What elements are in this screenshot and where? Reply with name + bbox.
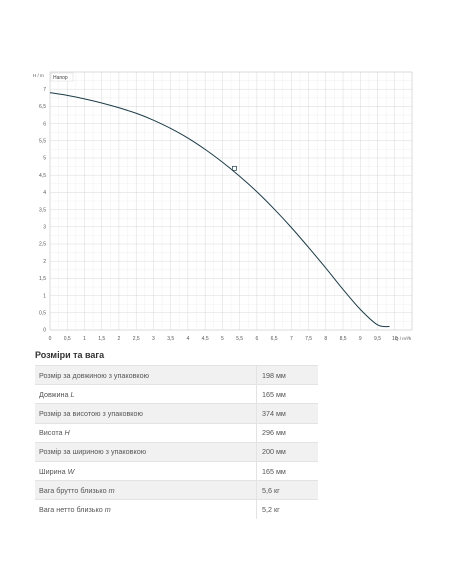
table-row: Довжина L 165 мм (35, 384, 318, 404)
row-label: Вага нетто близько m (35, 499, 257, 519)
y-tick-label: 3 (43, 225, 46, 231)
row-label: Розмір за шириною з упаковкою (35, 441, 257, 462)
table-row: Висота H 296 мм (35, 422, 318, 443)
y-tick-label: 1 (43, 293, 46, 299)
y-tick-label: 0 (43, 328, 46, 334)
row-value: 5,6 кг (256, 480, 318, 500)
x-tick-label: 8,5 (340, 336, 347, 342)
x-tick-label: 4 (187, 336, 190, 342)
table-row: Вага нетто близько m 5,2 кг (35, 499, 318, 519)
row-value: 165 мм (256, 384, 318, 404)
legend-label: Напор (53, 75, 68, 81)
row-value: 296 мм (256, 422, 318, 443)
y-tick-label: 6,5 (39, 104, 46, 110)
row-label: Довжина L (35, 384, 257, 404)
y-tick-label: 1,5 (39, 276, 46, 282)
row-value: 374 мм (256, 403, 318, 424)
x-tick-label: 7,5 (305, 336, 312, 342)
table-row: Розмір за висотою з упаковкою 374 мм (35, 403, 318, 424)
x-tick-label: 3,5 (167, 336, 174, 342)
row-value: 200 мм (256, 441, 318, 462)
section-title: Розміри та вага (35, 350, 105, 360)
x-tick-label: 5 (221, 336, 224, 342)
y-tick-label: 4 (43, 190, 46, 196)
table-row: Розмір за довжиною з упаковкою 198 мм (35, 364, 318, 385)
y-axis-label: H / m (33, 73, 44, 78)
x-tick-label: 2,5 (133, 336, 140, 342)
x-tick-label: 0 (49, 336, 52, 342)
row-value: 198 мм (256, 364, 318, 385)
grid-lines (49, 71, 413, 331)
row-value: 5,2 кг (256, 499, 318, 519)
x-tick-label: 9 (359, 336, 362, 342)
x-tick-label: 7 (290, 336, 293, 342)
x-axis-ticks: 0 0,5 1 1,5 2 2,5 3 3,5 4 4,5 5 5,5 6 6,5 7 7,5 8 8,5 9 9,5… (49, 336, 398, 342)
row-label: Розмір за довжиною з упаковкою (35, 364, 257, 385)
row-value: 165 мм (256, 460, 318, 481)
x-tick-label: 1 (83, 336, 86, 342)
y-tick-label: 3,5 (39, 207, 46, 213)
x-tick-label: 3 (152, 336, 155, 342)
y-tick-label: 0,5 (39, 311, 46, 317)
row-label: Висота H (35, 422, 257, 443)
y-tick-label: 7 (43, 87, 46, 93)
table-row: Вага брутто близько m 5,6 кг (35, 480, 318, 500)
y-tick-label: 2,5 (39, 242, 46, 248)
x-tick-label: 4,5 (202, 336, 209, 342)
y-tick-label: 4,5 (39, 173, 46, 179)
x-tick-label: 1,5 (98, 336, 105, 342)
y-tick-label: 5 (43, 156, 46, 162)
x-tick-label: 6 (255, 336, 258, 342)
y-tick-label: 5,5 (39, 139, 46, 145)
x-tick-label: 9,5 (374, 336, 381, 342)
x-axis-label: Q / m³/h (395, 336, 412, 341)
table-row: Ширина W 165 мм (35, 460, 318, 481)
row-label: Розмір за висотою з упаковкою (35, 403, 257, 424)
x-tick-label: 2 (118, 336, 121, 342)
y-tick-label: 6 (43, 121, 46, 127)
table-row: Розмір за шириною з упаковкою 200 мм (35, 441, 318, 462)
specs-table: Розмір за довжиною з упаковкою 198 мм До… (35, 364, 318, 519)
y-axis-ticks: 0 0,5 1 1,5 2 2,5 3 3,5 4 4,5 5 5,5 6 6,5 7 (39, 87, 46, 334)
legend: Напор (50, 72, 74, 82)
x-tick-label: 5,5 (236, 336, 243, 342)
operating-point-marker (232, 165, 237, 171)
y-tick-label: 2 (43, 259, 46, 265)
row-label: Вага брутто близько m (35, 480, 257, 500)
x-tick-label: 6,5 (271, 336, 278, 342)
pump-curve-chart: 0 0,5 1 1,5 2 2,5 3 3,5 4 4,5 5 5,5 6 6,5 7 0 0,5 1 1,5 2 2… (33, 71, 413, 342)
row-label: Ширина W (35, 460, 257, 481)
x-tick-label: 10 (392, 336, 398, 342)
series-line-napor (49, 92, 390, 328)
x-tick-label: 0,5 (64, 336, 71, 342)
x-tick-label: 8 (324, 336, 327, 342)
legend-box (50, 72, 74, 82)
